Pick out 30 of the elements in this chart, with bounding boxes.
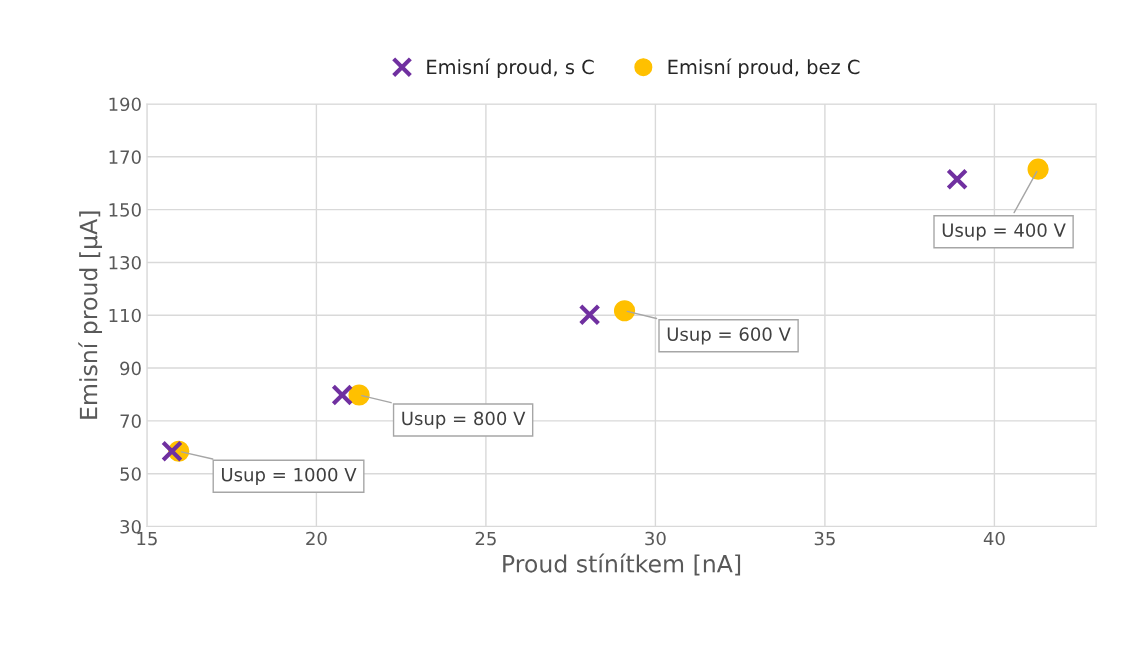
legend-label: Emisní proud, s C <box>427 58 594 79</box>
x-tick-label: 30 <box>645 531 666 546</box>
y-tick-label: 30 <box>120 519 141 534</box>
y-tick-label: 130 <box>109 255 141 270</box>
y-tick-label: 170 <box>109 150 141 164</box>
point <box>348 384 370 406</box>
x-tick-label: 20 <box>306 531 327 546</box>
y-tick-label: 90 <box>120 361 141 376</box>
y-tick-label: 110 <box>109 308 141 323</box>
point <box>613 300 636 322</box>
x-tick-label: 35 <box>814 531 835 546</box>
point <box>946 168 968 191</box>
point <box>1027 158 1049 180</box>
annotation: Usup = 400 V <box>942 223 1066 241</box>
point <box>331 384 354 406</box>
x-axis-title: Proud stínítkem [nA] <box>503 553 741 576</box>
y-tick-label: 150 <box>109 203 141 217</box>
y-tick-label: 70 <box>120 414 141 428</box>
point <box>161 440 183 463</box>
x-tick-label: 15 <box>137 531 157 546</box>
legend-label: Emisní proud, bez C <box>668 58 860 79</box>
y-tick-label: 50 <box>120 467 141 481</box>
y-tick-label: 190 <box>109 97 141 112</box>
annotation: Usup = 800 V <box>402 411 526 429</box>
annotation: Usup = 600 V <box>667 327 791 345</box>
x-tick-label: 40 <box>983 531 1005 546</box>
point <box>578 303 601 326</box>
x-tick-label: 25 <box>475 531 496 546</box>
y-axis-title: Emisní proud [µA] <box>78 211 103 419</box>
annotation: Usup = 1000 V <box>222 467 357 485</box>
